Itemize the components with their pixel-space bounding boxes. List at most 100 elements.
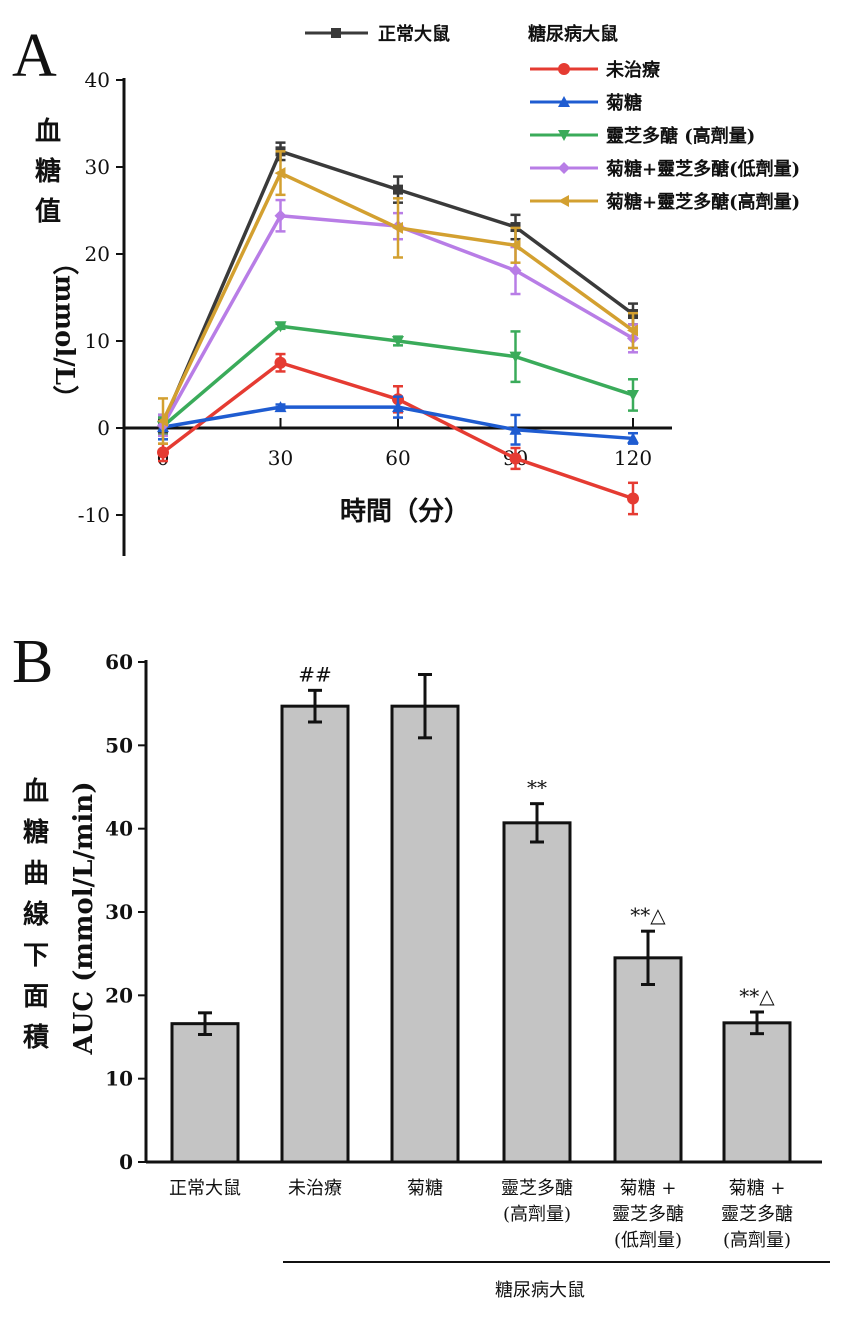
data-point xyxy=(274,356,287,369)
panel-a-y-title-unit: （mmol/L） xyxy=(49,249,79,411)
y-tick-label: 20 xyxy=(85,242,110,266)
data-point xyxy=(627,492,639,505)
legend-label: 菊糖 xyxy=(606,92,642,114)
category-label: 靈芝多醣 xyxy=(501,1178,573,1199)
data-point xyxy=(274,209,287,222)
category-label: 菊糖 xyxy=(407,1178,443,1199)
bar xyxy=(613,956,683,1164)
data-point xyxy=(392,401,404,413)
data-point xyxy=(509,423,522,435)
legend-label: 菊糖+靈芝多醣(低劑量) xyxy=(606,158,800,180)
x-tick-label: 30 xyxy=(268,446,293,470)
bar xyxy=(390,704,460,1164)
data-point xyxy=(509,351,522,363)
data-point xyxy=(393,184,403,195)
data-point xyxy=(274,167,286,180)
y-tick-label: 60 xyxy=(105,650,133,674)
legend-group-title: 糖尿病大鼠 xyxy=(528,23,618,45)
y-tick-label: 0 xyxy=(97,416,110,440)
y-tick-label: 30 xyxy=(85,155,110,179)
panel-b-y-title-char: 線 xyxy=(23,899,49,930)
legend-marker-normal xyxy=(331,28,341,38)
data-point xyxy=(509,452,522,465)
panel-a-letter: A xyxy=(12,22,57,90)
x-tick-label: 120 xyxy=(614,446,652,470)
data-point xyxy=(627,432,639,444)
y-tick-label: 40 xyxy=(85,68,110,92)
panel-a-x-ticks: 0306090120 xyxy=(157,418,652,470)
panel-b-letter: B xyxy=(12,628,53,696)
bar xyxy=(280,704,350,1164)
legend-marker xyxy=(558,63,570,75)
significance-marker: ## xyxy=(298,662,332,686)
panel-b-y-title-char: 血 xyxy=(23,777,49,807)
panel-b-y-title-char: 積 xyxy=(23,1023,49,1053)
panel-b-y-title-unit: AUC (mmol/L/min) xyxy=(69,782,99,1056)
panel-a-y-title-char: 值 xyxy=(35,197,61,227)
panel-a-y-title-char: 糖 xyxy=(35,156,61,187)
category-label: (高劑量) xyxy=(723,1230,791,1251)
series-5 xyxy=(157,150,638,445)
y-tick-label: 20 xyxy=(105,983,133,1007)
y-tick-label: 10 xyxy=(105,1067,133,1091)
data-point xyxy=(157,446,169,459)
legend-label: 菊糖+靈芝多醣(高劑量) xyxy=(606,191,800,213)
legend-marker xyxy=(558,162,570,174)
legend-marker xyxy=(558,130,570,141)
panel-a-y-axis-title: 血 糖 值 （mmol/L） xyxy=(35,117,79,411)
panel-b-y-title-char: 下 xyxy=(23,941,49,971)
y-tick-label: 50 xyxy=(105,733,133,757)
series-line xyxy=(161,361,634,501)
data-point xyxy=(274,401,287,413)
category-label: (低劑量) xyxy=(614,1230,682,1251)
category-label: 正常大鼠 xyxy=(169,1178,241,1199)
panel-a-y-title-char: 血 xyxy=(35,117,61,147)
data-point xyxy=(509,264,522,277)
panel-b-y-title-char: 面 xyxy=(23,982,49,1012)
data-point xyxy=(392,336,404,347)
panel-b-y-ticks: 0 10 20 30 40 50 60 xyxy=(105,650,146,1174)
data-point xyxy=(157,415,168,428)
data-point xyxy=(627,324,638,337)
data-point xyxy=(627,389,639,401)
panel-a-series xyxy=(157,141,639,516)
significance-marker: ** xyxy=(527,776,547,800)
panel-b-y-title-char: 曲 xyxy=(23,859,49,889)
category-label: 靈芝多醣 xyxy=(612,1204,684,1225)
category-label: 未治療 xyxy=(288,1178,342,1199)
legend-marker xyxy=(558,96,570,107)
y-tick-label: 40 xyxy=(105,817,133,841)
significance-marker: **△ xyxy=(630,903,666,927)
y-tick-label: 0 xyxy=(119,1150,133,1174)
panel-b-category-labels: 正常大鼠 未治療 菊糖 靈芝多醣(高劑量)菊糖 +靈芝多醣(低劑量)菊糖 +靈芝多醣(… xyxy=(169,1178,793,1251)
bar xyxy=(722,1021,792,1164)
data-point xyxy=(392,221,403,234)
category-label: 菊糖 + xyxy=(729,1178,786,1199)
category-label: 靈芝多醣 xyxy=(721,1204,793,1225)
legend-label: 未治療 xyxy=(606,59,661,81)
bar xyxy=(170,1022,240,1164)
group-label: 糖尿病大鼠 xyxy=(495,1280,585,1301)
legend-marker xyxy=(558,195,569,207)
data-point xyxy=(509,239,521,252)
panel-a-y-ticks: -10 0 10 20 30 40 xyxy=(78,68,124,527)
category-label: (高劑量) xyxy=(503,1204,571,1225)
bar xyxy=(502,821,572,1164)
y-tick-label: 10 xyxy=(85,329,110,353)
y-tick-label: -10 xyxy=(78,503,110,527)
significance-marker: **△ xyxy=(739,984,775,1008)
panel-b-bars: ## ** **△ **△ xyxy=(170,662,792,1164)
y-tick-label: 30 xyxy=(105,900,133,924)
x-tick-label: 60 xyxy=(385,446,410,470)
category-label: 菊糖 + xyxy=(620,1178,677,1199)
data-point xyxy=(274,321,287,333)
legend-label: 靈芝多醣 (高劑量) xyxy=(606,125,755,147)
panel-b-y-title-char: 糖 xyxy=(23,817,49,848)
legend-label-normal: 正常大鼠 xyxy=(378,23,450,45)
